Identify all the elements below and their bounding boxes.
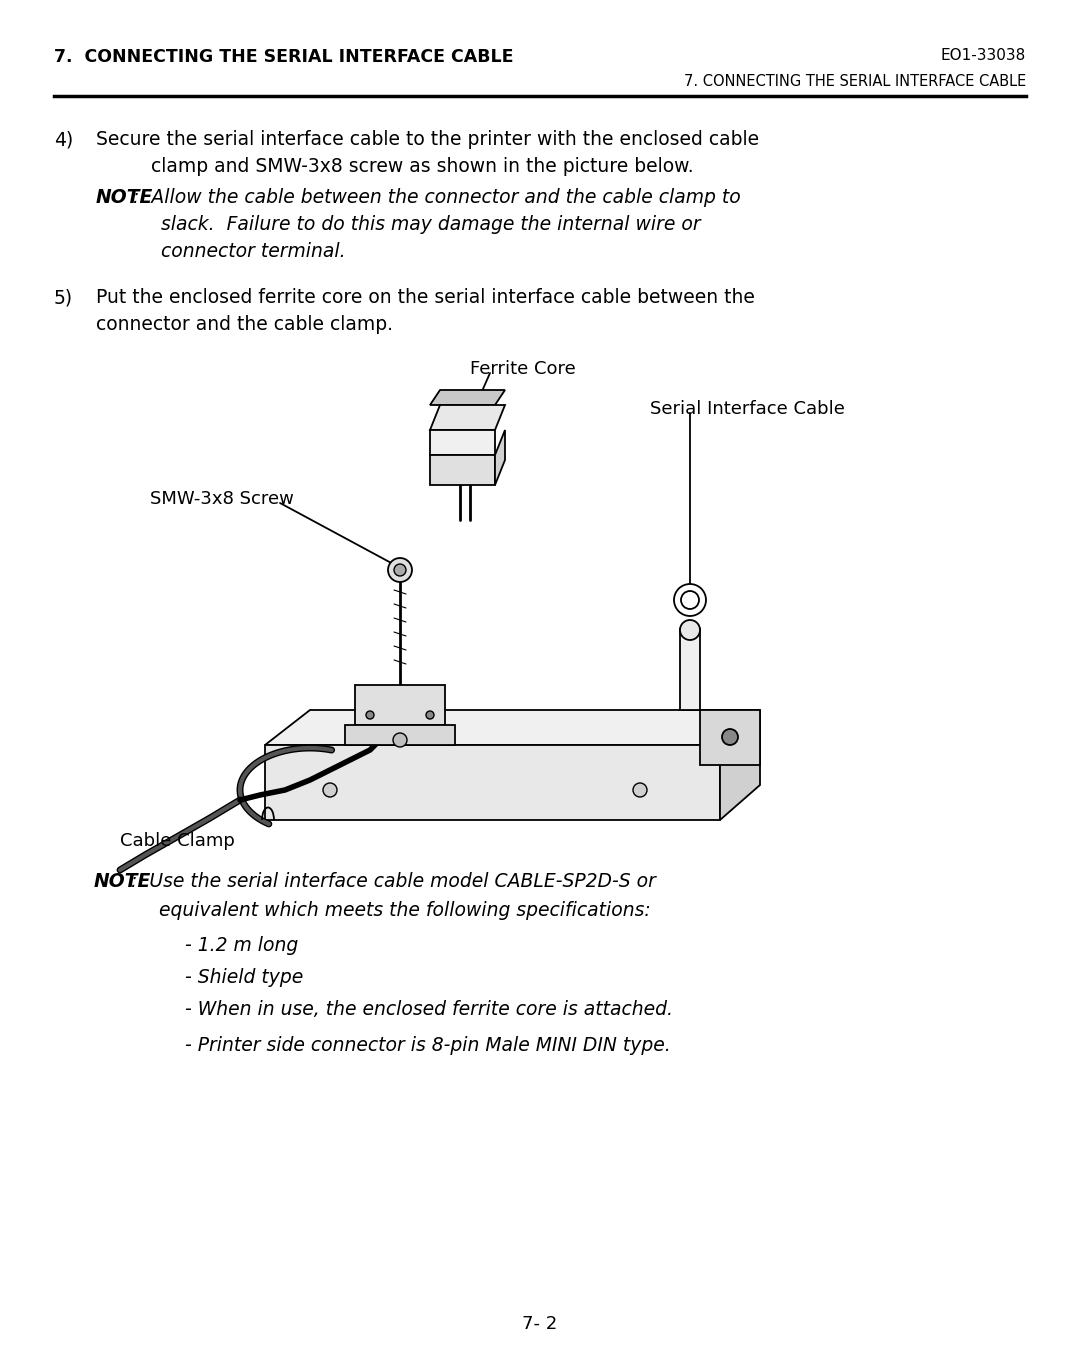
Polygon shape: [265, 745, 720, 820]
Text: Serial Interface Cable: Serial Interface Cable: [650, 400, 845, 417]
Text: 7- 2: 7- 2: [523, 1314, 557, 1333]
Text: :  Use the serial interface cable model CABLE-SP2D-S or: : Use the serial interface cable model C…: [131, 873, 656, 892]
Text: - 1.2 m long: - 1.2 m long: [185, 936, 298, 955]
Text: - Printer side connector is 8-pin Male MINI DIN type.: - Printer side connector is 8-pin Male M…: [185, 1037, 671, 1056]
Circle shape: [723, 729, 738, 745]
Circle shape: [426, 711, 434, 720]
Text: Secure the serial interface cable to the printer with the enclosed cable: Secure the serial interface cable to the…: [96, 130, 759, 149]
Polygon shape: [430, 390, 505, 405]
Text: slack.  Failure to do this may damage the internal wire or: slack. Failure to do this may damage the…: [161, 215, 701, 234]
Text: :  Allow the cable between the connector and the cable clamp to: : Allow the cable between the connector …: [133, 188, 741, 207]
Polygon shape: [265, 710, 760, 745]
Polygon shape: [430, 430, 495, 455]
Polygon shape: [345, 725, 455, 745]
Polygon shape: [495, 430, 505, 485]
Text: NOTE: NOTE: [94, 873, 151, 892]
Circle shape: [393, 733, 407, 747]
Text: connector terminal.: connector terminal.: [161, 243, 346, 262]
Polygon shape: [355, 686, 445, 725]
Text: Ferrite Core: Ferrite Core: [470, 360, 576, 378]
Polygon shape: [720, 710, 760, 820]
Polygon shape: [430, 405, 505, 430]
Polygon shape: [430, 455, 495, 485]
Text: 7. CONNECTING THE SERIAL INTERFACE CABLE: 7. CONNECTING THE SERIAL INTERFACE CABLE: [684, 75, 1026, 89]
Text: - Shield type: - Shield type: [185, 967, 303, 986]
Text: connector and the cable clamp.: connector and the cable clamp.: [96, 314, 393, 333]
Polygon shape: [680, 630, 700, 710]
Text: Put the enclosed ferrite core on the serial interface cable between the: Put the enclosed ferrite core on the ser…: [96, 289, 755, 308]
Text: 4): 4): [54, 130, 73, 149]
Circle shape: [394, 564, 406, 576]
Circle shape: [323, 783, 337, 797]
Circle shape: [681, 591, 699, 608]
Text: NOTE: NOTE: [96, 188, 153, 207]
Text: EO1-33038: EO1-33038: [941, 47, 1026, 62]
Text: clamp and SMW-3x8 screw as shown in the picture below.: clamp and SMW-3x8 screw as shown in the …: [151, 157, 693, 176]
Circle shape: [366, 711, 374, 720]
Text: SMW-3x8 Screw: SMW-3x8 Screw: [150, 491, 294, 508]
Polygon shape: [700, 710, 760, 766]
Circle shape: [388, 558, 411, 583]
Text: 5): 5): [54, 289, 73, 308]
Text: 7.  CONNECTING THE SERIAL INTERFACE CABLE: 7. CONNECTING THE SERIAL INTERFACE CABLE: [54, 47, 513, 66]
Circle shape: [633, 783, 647, 797]
Circle shape: [674, 584, 706, 617]
Text: Cable Clamp: Cable Clamp: [120, 832, 234, 850]
Text: equivalent which meets the following specifications:: equivalent which meets the following spe…: [159, 901, 651, 920]
Circle shape: [680, 621, 700, 640]
Text: - When in use, the enclosed ferrite core is attached.: - When in use, the enclosed ferrite core…: [185, 1000, 673, 1019]
